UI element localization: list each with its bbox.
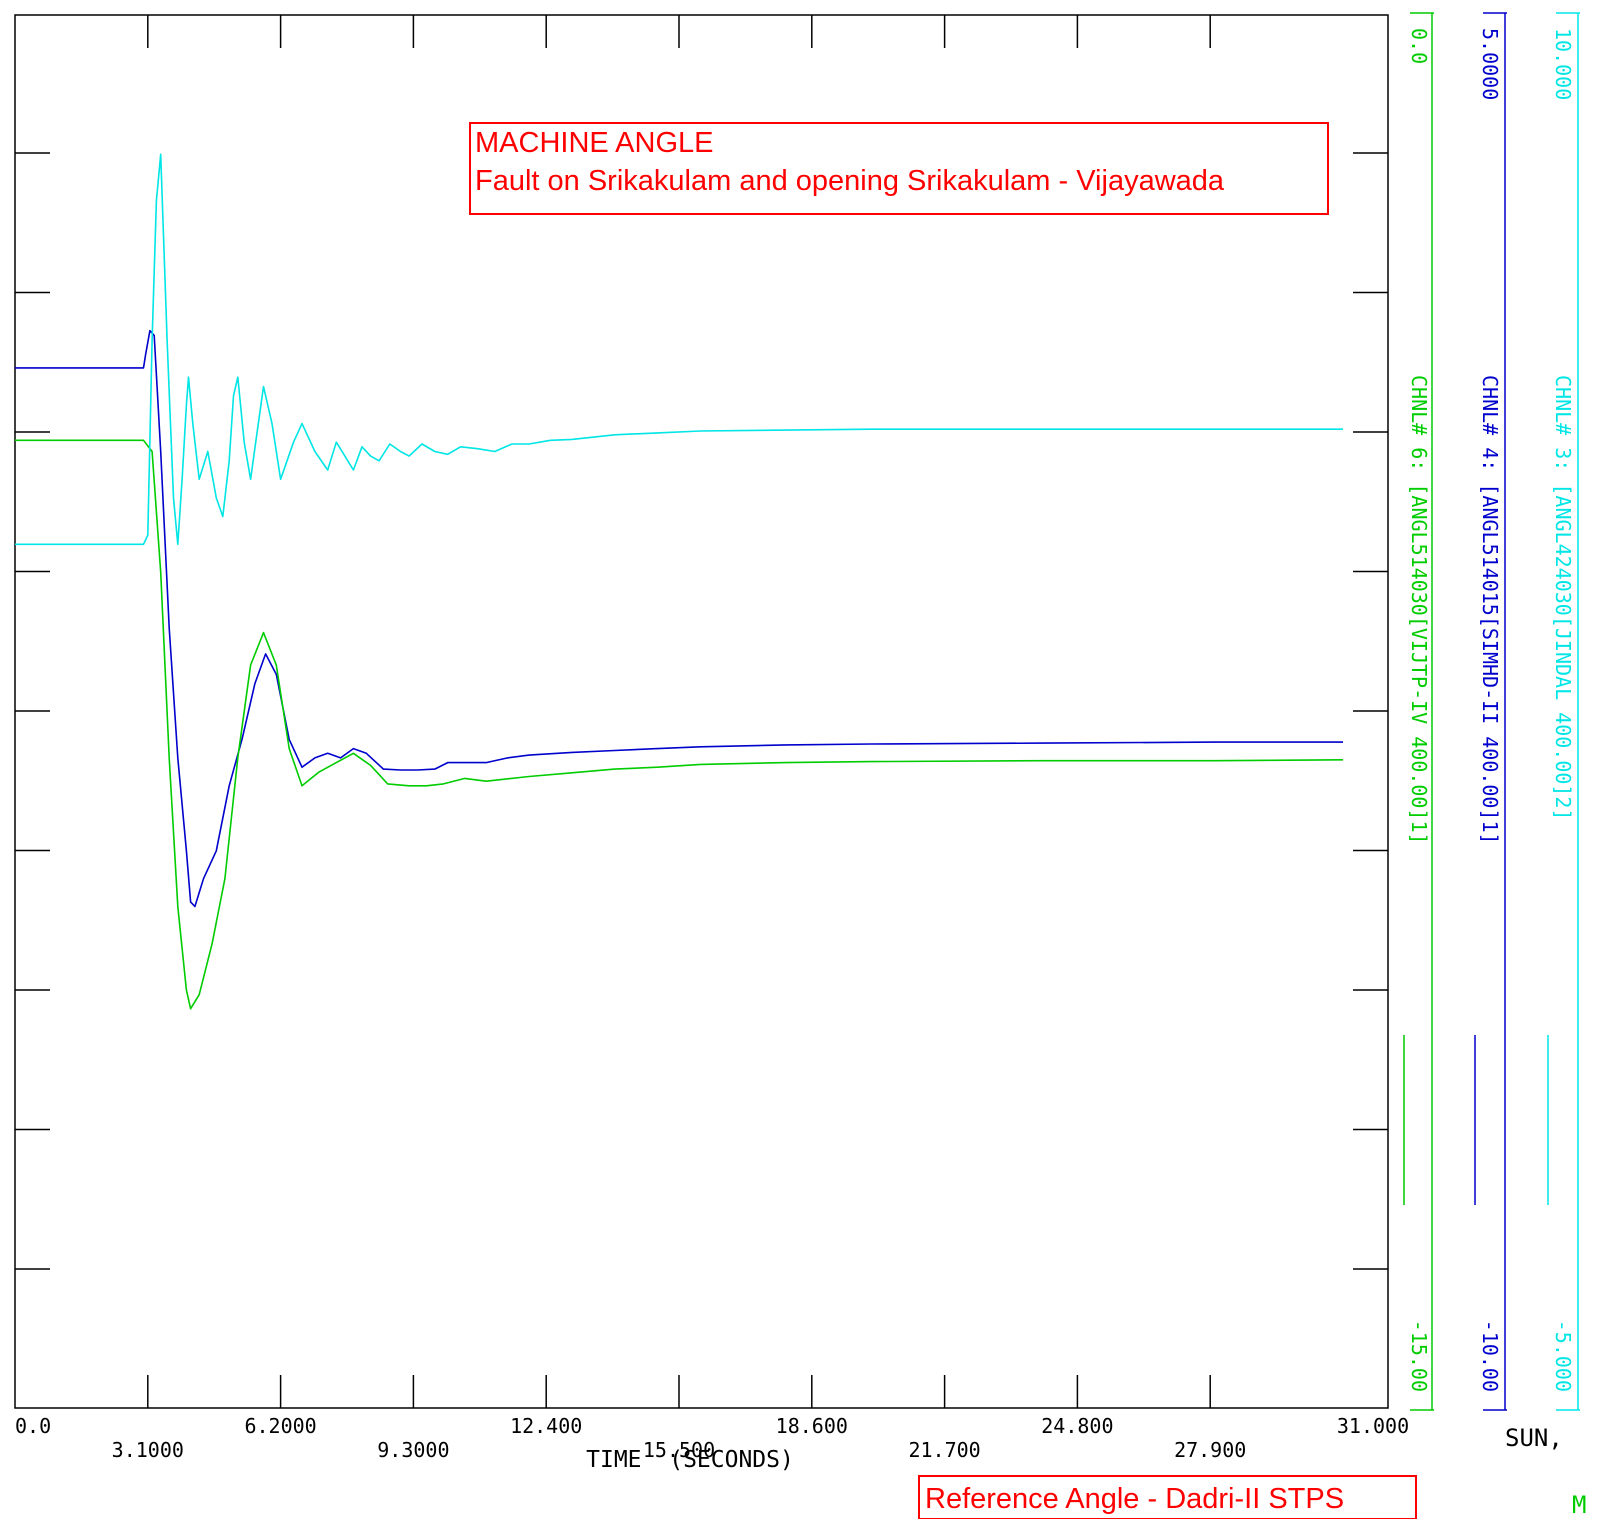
channel-top-label: 10.000 (1551, 28, 1575, 100)
channel-axis-ch4: 5.0000 -10.00 CHNL# 4: [ANGL514015[SIMHD-I… (1474, 12, 1507, 1411)
footer-date: SUN, (1505, 1424, 1577, 1452)
x-tick-label: 0.0 (15, 1414, 51, 1438)
x-axis-label: TIME (SECONDS) (586, 1447, 794, 1473)
x-tick-label: 3.1000 (112, 1438, 184, 1462)
x-tick-label: 24.800 (1041, 1414, 1113, 1438)
x-tick-label: 12.400 (510, 1414, 582, 1438)
channel-axis-ch6: 0.0 -15.00 CHNL# 6: [ANGL514030[VIJTP-IV 4… (1403, 12, 1434, 1411)
series-line-ch4 (15, 329, 1343, 908)
reference-box-border (918, 1475, 1417, 1519)
x-tick-label: 18.600 (776, 1414, 848, 1438)
x-tick-label: 6.2000 (244, 1414, 316, 1438)
title-box-border (469, 122, 1329, 215)
channel-top-label: 0.0 (1407, 28, 1431, 64)
reference-note: Reference Angle - Dadri-II STPS (925, 1483, 1344, 1515)
channel-label: CHNL# 3: [ANGL424030[JINDAL 400.00]2] (1551, 375, 1575, 821)
footer-text-2: M (1572, 1491, 1586, 1519)
chart-subtitle: Fault on Srikakulam and opening Srikakul… (475, 165, 1225, 197)
channel-bottom-label: -15.00 (1407, 1320, 1431, 1392)
chart-title: MACHINE ANGLE (475, 127, 714, 159)
x-tick-label: 27.900 (1174, 1438, 1246, 1462)
plot-border (14, 14, 1389, 1409)
x-tick-label: 21.700 (908, 1438, 980, 1462)
plot-frame: 0.0 6.2000 12.400 18.600 24.800 31.000 3.1000 9… (14, 12, 1580, 1462)
series-line-ch3 (15, 153, 1343, 546)
channel-label: CHNL# 4: [ANGL514015[SIMHD-II 400.00]1] (1478, 375, 1502, 845)
channel-top-label: 5.0000 (1478, 28, 1502, 100)
reference-box: Reference Angle - Dadri-II STPS (918, 1475, 1417, 1519)
channel-bottom-label: -5.000 (1551, 1320, 1575, 1392)
series-layer (15, 153, 1344, 1010)
x-tick-label: 31.000 (1337, 1414, 1409, 1438)
channel-label: CHNL# 6: [ANGL514030[VIJTP-IV 400.00]1] (1407, 375, 1431, 845)
channel-bottom-label: -10.00 (1478, 1320, 1502, 1392)
channel-axis-ch3: 10.000 -5.000 CHNL# 3: [ANGL424030[JINDAL … (1547, 12, 1580, 1411)
series-line-ch6 (15, 439, 1344, 1010)
title-box: MACHINE ANGLE Fault on Srikakulam and op… (469, 122, 1329, 215)
x-tick-label: 9.3000 (377, 1438, 449, 1462)
x-tick-label: 15.500 (643, 1438, 715, 1462)
